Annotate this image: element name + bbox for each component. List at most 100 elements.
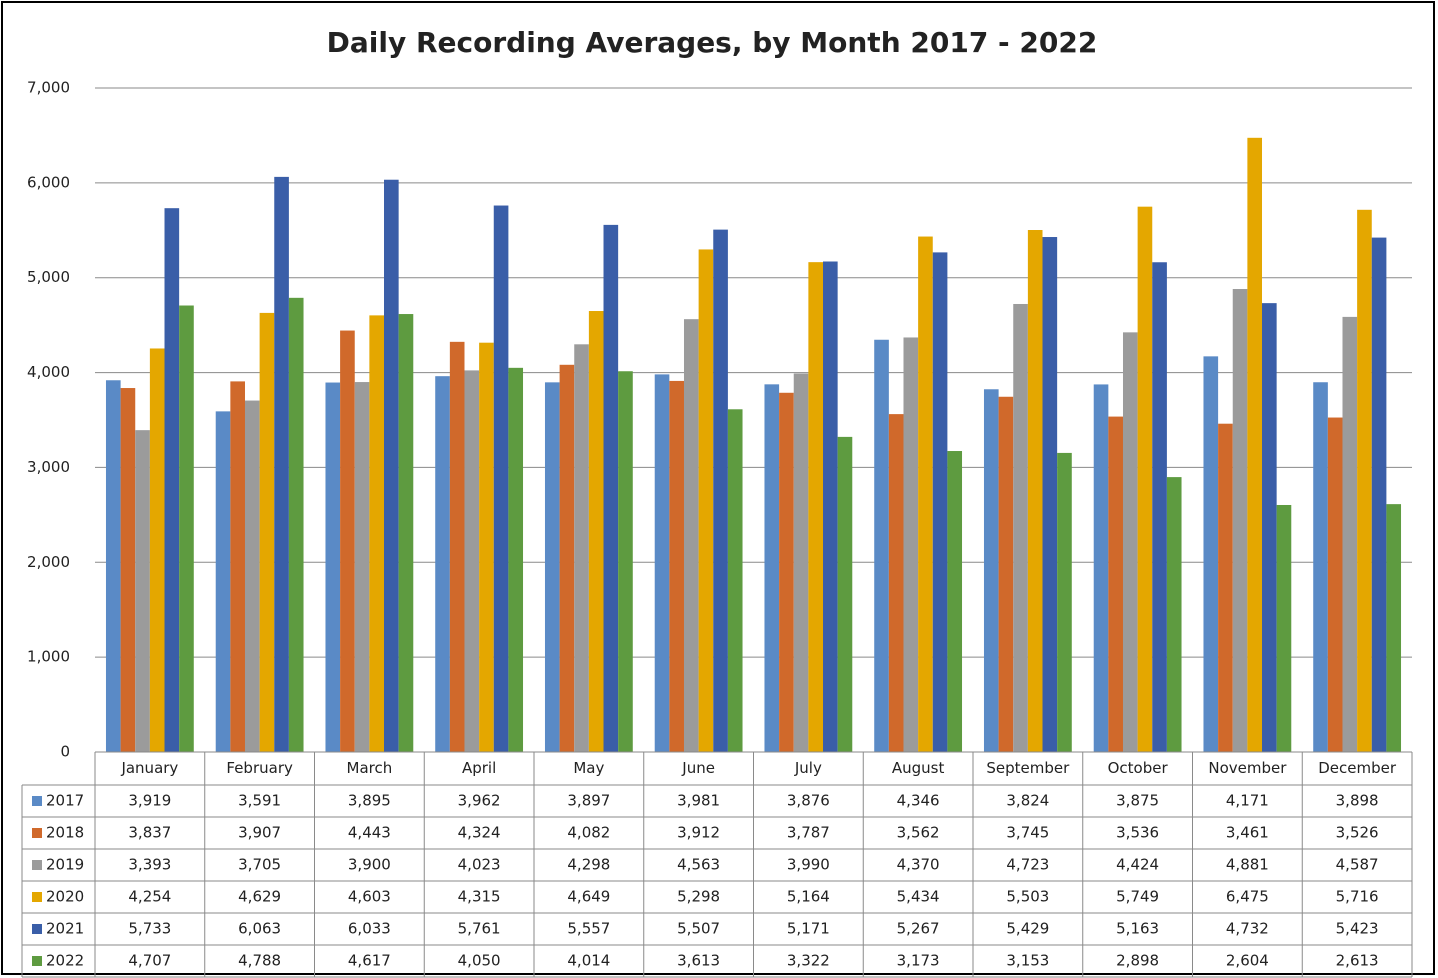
- bar: [1108, 416, 1123, 752]
- bar: [918, 236, 933, 753]
- table-cell: 5,267: [897, 920, 940, 938]
- y-tick-label: 7,000: [27, 79, 70, 97]
- bar: [340, 330, 355, 752]
- legend-label: 2021: [46, 920, 84, 938]
- bar: [325, 382, 341, 752]
- table-cell: 4,324: [458, 824, 501, 842]
- x-tick-label: May: [573, 759, 604, 777]
- table-cell: 3,907: [238, 824, 281, 842]
- bar: [874, 339, 889, 752]
- table-cell: 3,912: [677, 824, 720, 842]
- table-cell: 3,536: [1116, 824, 1159, 842]
- table-cell: 3,897: [567, 792, 610, 810]
- x-tick-label: September: [986, 759, 1070, 777]
- table-cell: 4,082: [567, 824, 610, 842]
- bar: [1137, 206, 1153, 753]
- table-cell: 4,346: [897, 792, 940, 810]
- bar: [508, 367, 524, 752]
- table-cell: 5,164: [787, 888, 830, 906]
- table-cell: 2,613: [1336, 952, 1379, 970]
- table-cell: 3,837: [128, 824, 171, 842]
- bar: [669, 380, 684, 752]
- table-cell: 4,881: [1226, 856, 1269, 874]
- table-cell: 5,507: [677, 920, 720, 938]
- bar: [1276, 504, 1292, 752]
- table-cell: 3,393: [128, 856, 171, 874]
- legend-label: 2018: [46, 824, 84, 842]
- bar: [435, 376, 450, 752]
- bar: [903, 337, 919, 752]
- bar: [713, 229, 728, 753]
- bar: [603, 224, 619, 753]
- bar: [1152, 262, 1167, 752]
- bar: [369, 315, 385, 752]
- bar: [947, 451, 963, 752]
- x-tick-label: January: [120, 759, 178, 777]
- legend-label: 2019: [46, 856, 84, 874]
- table-cell: 4,254: [128, 888, 171, 906]
- bar: [274, 176, 289, 752]
- bar: [888, 414, 904, 752]
- bar: [120, 388, 136, 752]
- table-cell: 5,429: [1006, 920, 1049, 938]
- bar: [544, 382, 560, 752]
- table-cell: 4,587: [1336, 856, 1379, 874]
- table-cell: 4,723: [1006, 856, 1049, 874]
- bar: [259, 312, 275, 752]
- table-cell: 4,649: [567, 888, 610, 906]
- x-tick-label: August: [892, 759, 945, 777]
- table-cell: 4,370: [897, 856, 940, 874]
- bar: [149, 348, 165, 752]
- legend-swatch: [32, 796, 42, 806]
- table-cell: 3,745: [1006, 824, 1049, 842]
- table-cell: 3,824: [1006, 792, 1049, 810]
- y-tick-label: 3,000: [27, 458, 70, 476]
- bar: [1386, 504, 1402, 752]
- table-cell: 3,461: [1226, 824, 1269, 842]
- bar: [559, 364, 575, 752]
- bar: [1262, 303, 1277, 752]
- bar: [764, 384, 780, 752]
- table-cell: 6,033: [348, 920, 391, 938]
- table-cell: 4,050: [458, 952, 501, 970]
- bar: [1166, 477, 1182, 752]
- bar: [1313, 382, 1328, 752]
- bar: [574, 344, 589, 752]
- bar: [683, 319, 699, 752]
- table-cell: 6,063: [238, 920, 281, 938]
- y-tick-label: 0: [60, 743, 70, 761]
- legend-swatch: [32, 924, 42, 934]
- bar: [1247, 137, 1263, 753]
- x-tick-label: June: [681, 759, 715, 777]
- bar: [449, 341, 465, 752]
- table-cell: 3,919: [128, 792, 171, 810]
- legend-swatch: [32, 828, 42, 838]
- bar: [1327, 417, 1343, 752]
- x-tick-label: July: [794, 759, 822, 777]
- bar: [1093, 384, 1109, 752]
- table-cell: 5,434: [897, 888, 940, 906]
- legend-swatch: [32, 860, 42, 870]
- y-tick-label: 6,000: [27, 173, 70, 191]
- bar: [983, 389, 999, 752]
- y-tick-label: 2,000: [27, 553, 70, 571]
- bar: [288, 297, 304, 752]
- bar: [1232, 289, 1248, 752]
- bar: [793, 373, 809, 752]
- table-cell: 4,617: [348, 952, 391, 970]
- bar: [837, 436, 853, 752]
- table-cell: 2,898: [1116, 952, 1159, 970]
- table-cell: 4,443: [348, 824, 391, 842]
- table-cell: 4,023: [458, 856, 501, 874]
- table-cell: 5,557: [567, 920, 610, 938]
- table-cell: 4,315: [458, 888, 501, 906]
- bar: [164, 208, 180, 752]
- table-cell: 3,981: [677, 792, 720, 810]
- table-cell: 3,875: [1116, 792, 1159, 810]
- bar: [1013, 303, 1028, 752]
- legend-label: 2022: [46, 952, 84, 970]
- table-cell: 5,733: [128, 920, 171, 938]
- table-cell: 5,761: [458, 920, 501, 938]
- table-cell: 3,705: [238, 856, 281, 874]
